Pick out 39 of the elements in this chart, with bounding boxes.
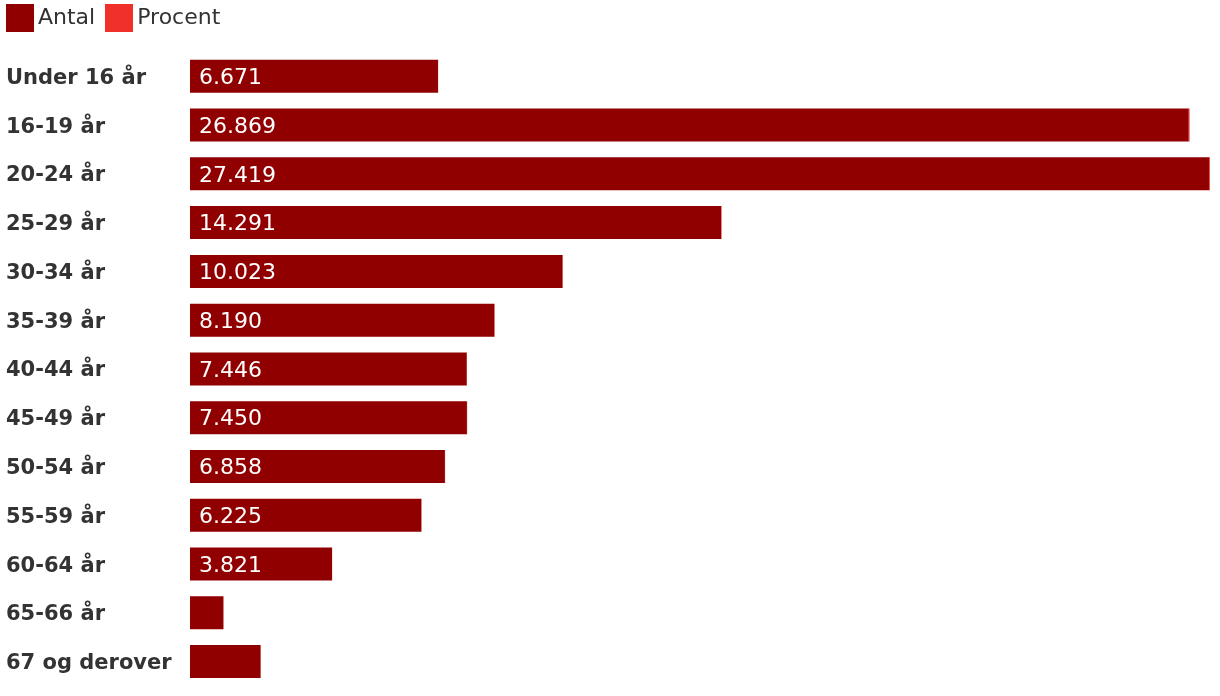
bar — [190, 449, 445, 483]
y-tick-label: 16-19 år — [6, 112, 106, 138]
bar — [190, 352, 467, 386]
data-label: 7.450 — [199, 405, 262, 431]
data-label: 6.858 — [199, 454, 262, 480]
bar — [190, 547, 333, 581]
bar — [190, 254, 563, 288]
y-tick-label: 60-64 år — [6, 551, 106, 577]
y-tick-label: 30-34 år — [6, 258, 106, 284]
bar — [190, 645, 261, 679]
data-label: 8.190 — [199, 307, 262, 333]
y-tick-label: 40-44 år — [6, 356, 106, 382]
data-label: 6.671 — [199, 64, 262, 89]
data-label: 6.225 — [199, 502, 262, 528]
data-label: 26.869 — [199, 112, 276, 138]
data-label: 27.419 — [199, 161, 276, 187]
bar — [190, 498, 422, 532]
y-tick-label: 50-54 år — [6, 453, 106, 479]
y-tick-label: Under 16 år — [6, 63, 147, 89]
bar — [190, 206, 722, 240]
data-label: 7.446 — [199, 356, 262, 382]
bar — [190, 108, 1189, 142]
legend-label: Procent — [137, 4, 221, 29]
bar — [190, 59, 438, 93]
bar — [190, 303, 495, 337]
y-tick-label: 45-49 år — [6, 405, 106, 431]
data-label: 3.821 — [199, 551, 262, 577]
legend-label: Antal — [38, 4, 96, 29]
y-tick-label: 55-59 år — [6, 502, 106, 528]
bar — [190, 596, 224, 630]
y-tick-label: 35-39 år — [6, 307, 106, 333]
data-label: 14.291 — [199, 210, 276, 236]
data-label: 10.023 — [199, 259, 276, 285]
y-tick-label: 20-24 år — [6, 161, 106, 187]
bar — [190, 401, 467, 435]
y-tick-label: 65-66 år — [6, 600, 106, 626]
y-tick-label: 25-29 år — [6, 210, 106, 236]
bar — [190, 157, 1210, 191]
y-tick-label: 67 og derover — [6, 650, 173, 675]
